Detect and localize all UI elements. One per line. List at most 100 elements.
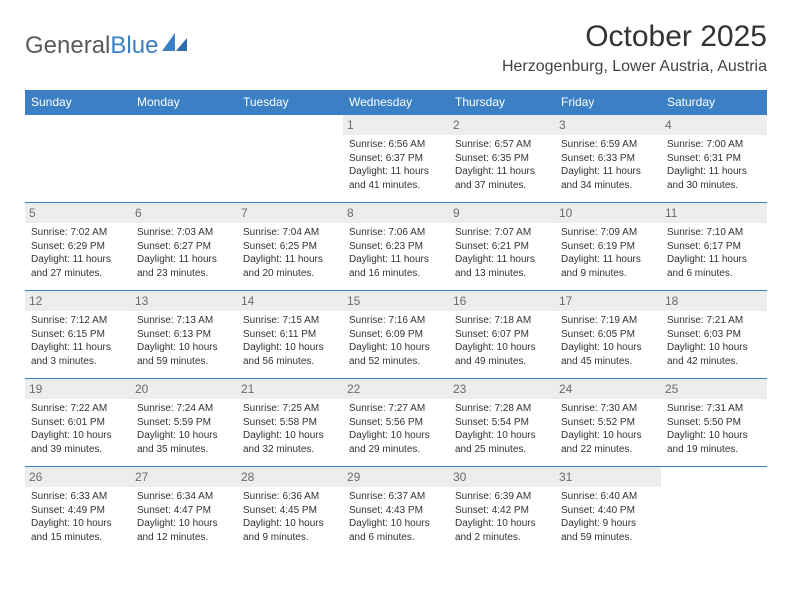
daylight-text: Daylight: 10 hours and 32 minutes.: [243, 429, 337, 456]
sunset-text: Sunset: 6:23 PM: [349, 240, 443, 254]
day-number: 16: [449, 291, 555, 311]
day-number: 22: [343, 379, 449, 399]
sunset-text: Sunset: 4:43 PM: [349, 504, 443, 518]
daylight-text: Daylight: 10 hours and 15 minutes.: [31, 517, 125, 544]
sunset-text: Sunset: 6:19 PM: [561, 240, 655, 254]
daylight-text: Daylight: 10 hours and 59 minutes.: [137, 341, 231, 368]
sunset-text: Sunset: 5:58 PM: [243, 416, 337, 430]
day-number: 13: [131, 291, 237, 311]
sunset-text: Sunset: 4:49 PM: [31, 504, 125, 518]
sunset-text: Sunset: 4:47 PM: [137, 504, 231, 518]
sunset-text: Sunset: 5:54 PM: [455, 416, 549, 430]
daylight-text: Daylight: 10 hours and 56 minutes.: [243, 341, 337, 368]
day-number: 8: [343, 203, 449, 223]
calendar-cell: 5Sunrise: 7:02 AMSunset: 6:29 PMDaylight…: [25, 203, 131, 291]
daylight-text: Daylight: 11 hours and 3 minutes.: [31, 341, 125, 368]
logo-text-general: General: [25, 32, 110, 60]
daylight-text: Daylight: 11 hours and 6 minutes.: [667, 253, 761, 280]
calendar-week-row: 26Sunrise: 6:33 AMSunset: 4:49 PMDayligh…: [25, 467, 767, 555]
sunset-text: Sunset: 5:50 PM: [667, 416, 761, 430]
day-number: 4: [661, 115, 767, 135]
calendar-cell: 3Sunrise: 6:59 AMSunset: 6:33 PMDaylight…: [555, 115, 661, 203]
sunrise-text: Sunrise: 7:19 AM: [561, 314, 655, 328]
sunrise-text: Sunrise: 6:33 AM: [31, 490, 125, 504]
calendar-cell: 8 Sunrise: 7:06 AMSunset: 6:23 PMDaylight…: [343, 203, 449, 291]
calendar-cell: 11Sunrise: 7:10 AMSunset: 6:17 PMDayligh…: [661, 203, 767, 291]
logo: GeneralBlue: [25, 20, 188, 60]
sunset-text: Sunset: 6:27 PM: [137, 240, 231, 254]
weekday-header: Monday: [131, 90, 237, 115]
day-number: 31: [555, 467, 661, 487]
day-number: [661, 467, 767, 487]
weekday-header: Friday: [555, 90, 661, 115]
sunset-text: Sunset: 6:33 PM: [561, 152, 655, 166]
calendar-header-row: SundayMondayTuesdayWednesdayThursdayFrid…: [25, 90, 767, 115]
day-number: [237, 115, 343, 135]
daylight-text: Daylight: 11 hours and 20 minutes.: [243, 253, 337, 280]
day-number: 25: [661, 379, 767, 399]
sunrise-text: Sunrise: 7:24 AM: [137, 402, 231, 416]
sunrise-text: Sunrise: 6:56 AM: [349, 138, 443, 152]
sunrise-text: Sunrise: 6:37 AM: [349, 490, 443, 504]
calendar-cell: 2Sunrise: 6:57 AMSunset: 6:35 PMDaylight…: [449, 115, 555, 203]
sunrise-text: Sunrise: 7:09 AM: [561, 226, 655, 240]
daylight-text: Daylight: 10 hours and 35 minutes.: [137, 429, 231, 456]
daylight-text: Daylight: 10 hours and 25 minutes.: [455, 429, 549, 456]
sunset-text: Sunset: 6:15 PM: [31, 328, 125, 342]
calendar-cell: 4Sunrise: 7:00 AMSunset: 6:31 PMDaylight…: [661, 115, 767, 203]
weekday-header: Sunday: [25, 90, 131, 115]
day-number: 27: [131, 467, 237, 487]
daylight-text: Daylight: 10 hours and 42 minutes.: [667, 341, 761, 368]
sunset-text: Sunset: 6:25 PM: [243, 240, 337, 254]
calendar-cell: 17Sunrise: 7:19 AMSunset: 6:05 PMDayligh…: [555, 291, 661, 379]
sunrise-text: Sunrise: 6:36 AM: [243, 490, 337, 504]
calendar-cell: 9Sunrise: 7:07 AMSunset: 6:21 PMDaylight…: [449, 203, 555, 291]
calendar-cell: 15Sunrise: 7:16 AMSunset: 6:09 PMDayligh…: [343, 291, 449, 379]
calendar-cell: 30Sunrise: 6:39 AMSunset: 4:42 PMDayligh…: [449, 467, 555, 555]
day-number: 18: [661, 291, 767, 311]
sunset-text: Sunset: 6:01 PM: [31, 416, 125, 430]
day-number: 26: [25, 467, 131, 487]
day-number: 28: [237, 467, 343, 487]
sunset-text: Sunset: 6:35 PM: [455, 152, 549, 166]
day-number: 14: [237, 291, 343, 311]
day-number: 6: [131, 203, 237, 223]
sunset-text: Sunset: 5:56 PM: [349, 416, 443, 430]
page-title: October 2025: [502, 20, 767, 54]
sunrise-text: Sunrise: 7:25 AM: [243, 402, 337, 416]
day-number: 23: [449, 379, 555, 399]
day-number: 30: [449, 467, 555, 487]
sunrise-text: Sunrise: 7:13 AM: [137, 314, 231, 328]
sunrise-text: Sunrise: 7:15 AM: [243, 314, 337, 328]
calendar-cell: 7Sunrise: 7:04 AMSunset: 6:25 PMDaylight…: [237, 203, 343, 291]
calendar-cell: 21Sunrise: 7:25 AMSunset: 5:58 PMDayligh…: [237, 379, 343, 467]
day-number: 29: [343, 467, 449, 487]
calendar-cell: 25Sunrise: 7:31 AMSunset: 5:50 PMDayligh…: [661, 379, 767, 467]
logo-sail-icon: [162, 32, 188, 60]
calendar-cell: [237, 115, 343, 203]
daylight-text: Daylight: 11 hours and 16 minutes.: [349, 253, 443, 280]
calendar-cell: [25, 115, 131, 203]
sunrise-text: Sunrise: 7:16 AM: [349, 314, 443, 328]
sunrise-text: Sunrise: 6:34 AM: [137, 490, 231, 504]
sunrise-text: Sunrise: 7:28 AM: [455, 402, 549, 416]
daylight-text: Daylight: 10 hours and 22 minutes.: [561, 429, 655, 456]
daylight-text: Daylight: 10 hours and 49 minutes.: [455, 341, 549, 368]
sunset-text: Sunset: 6:09 PM: [349, 328, 443, 342]
calendar-cell: 1Sunrise: 6:56 AMSunset: 6:37 PMDaylight…: [343, 115, 449, 203]
calendar-week-row: 12Sunrise: 7:12 AMSunset: 6:15 PMDayligh…: [25, 291, 767, 379]
sunrise-text: Sunrise: 7:06 AM: [349, 226, 443, 240]
day-number: 3: [555, 115, 661, 135]
calendar-cell: 29 Sunrise: 6:37 AMSunset: 4:43 PMDayligh…: [343, 467, 449, 555]
calendar-cell: 19Sunrise: 7:22 AMSunset: 6:01 PMDayligh…: [25, 379, 131, 467]
sunrise-text: Sunrise: 6:40 AM: [561, 490, 655, 504]
sunrise-text: Sunrise: 7:30 AM: [561, 402, 655, 416]
daylight-text: Daylight: 11 hours and 37 minutes.: [455, 165, 549, 192]
calendar-week-row: 1Sunrise: 6:56 AMSunset: 6:37 PMDaylight…: [25, 115, 767, 203]
calendar-cell: [661, 467, 767, 555]
calendar-cell: 12Sunrise: 7:12 AMSunset: 6:15 PMDayligh…: [25, 291, 131, 379]
daylight-text: Daylight: 10 hours and 6 minutes.: [349, 517, 443, 544]
calendar-week-row: 5Sunrise: 7:02 AMSunset: 6:29 PMDaylight…: [25, 203, 767, 291]
daylight-text: Daylight: 10 hours and 29 minutes.: [349, 429, 443, 456]
sunrise-text: Sunrise: 7:10 AM: [667, 226, 761, 240]
